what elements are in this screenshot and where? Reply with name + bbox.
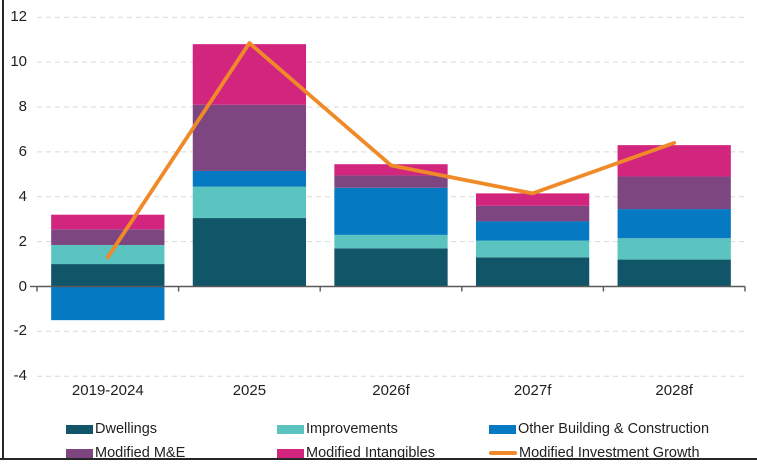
bar-segment-modified-intangibles-2025 [192, 44, 307, 105]
bar-segment-modified-m-e-2027f [475, 205, 590, 222]
y-tick-label-8: 8 [18, 97, 27, 115]
legend-label-improvements: Improvements [306, 421, 398, 437]
legend-swatch-other-building-construction [489, 424, 516, 434]
bar-segment-modified-intangibles-2027f [475, 193, 590, 206]
legend-swatch-modified-m-e [66, 448, 93, 458]
bar-segment-improvements-2028f [617, 238, 731, 260]
bar-segment-modified-intangibles-2028f [617, 145, 731, 177]
bar-segment-other-building-construction-2019-2024 [51, 286, 165, 321]
line-modified-investment-growth [105, 41, 677, 260]
bar-segment-modified-m-e-2025 [192, 104, 307, 171]
legend-label-modified-intangibles: Modified Intangibles [306, 445, 435, 461]
bar-segment-modified-intangibles-2026f [334, 164, 448, 176]
y-tick-label-6: 6 [18, 142, 27, 160]
bar-segment-modified-m-e-2019-2024 [51, 229, 165, 245]
y-tick-label-0: 0 [18, 277, 27, 295]
chart-frame-bottom-border [0, 458, 757, 460]
chart-frame-left-border [2, 0, 4, 459]
legend-swatch-improvements [277, 424, 304, 434]
bar-segment-modified-m-e-2026f [334, 175, 448, 188]
bar-segment-dwellings-2026f [334, 248, 448, 287]
bar-segment-other-building-construction-2028f [617, 209, 731, 239]
y-tick-label--2: -2 [13, 322, 27, 340]
legend-swatch-dwellings [66, 424, 93, 434]
legend-item-modified-investment-growth: Modified Investment Growth [489, 445, 700, 462]
x-tick-label-2025: 2025 [232, 382, 267, 399]
legend-item-other-building-construction: Other Building & Construction [489, 421, 709, 438]
bar-segment-dwellings-2027f [475, 257, 590, 287]
x-tick-label-2026f: 2026f [372, 382, 410, 399]
legend-label-modified-investment-growth: Modified Investment Growth [519, 445, 700, 461]
bar-segment-dwellings-2025 [192, 218, 307, 287]
bar-segment-improvements-2027f [475, 240, 590, 258]
x-tick-label-2019-2024: 2019-2024 [71, 382, 144, 399]
bar-segment-improvements-2026f [334, 234, 448, 249]
legend-item-dwellings: Dwellings [66, 421, 157, 438]
y-tick-label--4: -4 [13, 367, 27, 385]
legend-swatch-modified-intangibles [277, 448, 304, 458]
y-tick-label-2: 2 [18, 232, 27, 250]
y-tick-label-12: 12 [10, 8, 27, 26]
bar-segment-improvements-2025 [192, 186, 307, 219]
legend-item-modified-intangibles: Modified Intangibles [277, 445, 435, 462]
legend-item-improvements: Improvements [277, 421, 398, 438]
x-tick-label-2028f: 2028f [655, 382, 693, 399]
bar-segment-other-building-construction-2027f [475, 221, 590, 241]
legend-label-modified-m-e: Modified M&E [95, 445, 186, 461]
bar-segment-dwellings-2019-2024 [51, 264, 165, 287]
bar-segment-modified-m-e-2028f [617, 176, 731, 210]
legend-item-modified-m-e: Modified M&E [66, 445, 185, 462]
x-tick-label-2027f: 2027f [513, 382, 552, 399]
legend-label-other-building-construction: Other Building & Construction [518, 421, 710, 437]
bar-segment-other-building-construction-2026f [334, 187, 448, 235]
legend-label-dwellings: Dwellings [95, 421, 158, 437]
bar-segment-modified-intangibles-2019-2024 [51, 214, 165, 230]
y-tick-label-10: 10 [10, 53, 27, 71]
y-tick-label-4: 4 [18, 187, 27, 205]
bar-segment-other-building-construction-2025 [192, 170, 307, 187]
bar-segment-dwellings-2028f [617, 259, 731, 287]
legend-swatch-modified-investment-growth [489, 451, 517, 455]
